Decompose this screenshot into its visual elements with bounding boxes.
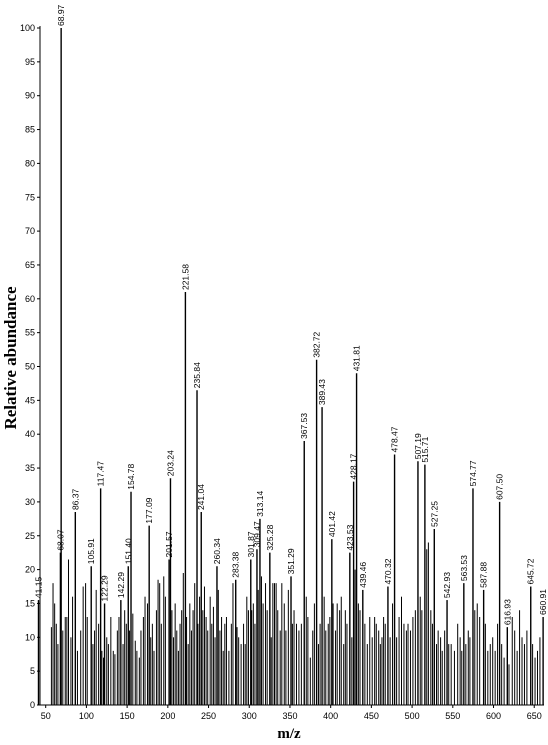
y-tick-label: 90 [25,91,35,101]
y-ticks: 0 5 10 15 20 25 30 35 40 45 50 55 60 65 70 75 80 85 90 95 10… [20,23,40,710]
y-tick-label: 100 [20,23,35,33]
y-tick-label: 20 [25,565,35,575]
peak-label: 301.87 [246,531,256,557]
x-tick-label: 300 [242,711,257,721]
peak-labels: 41.15 68.07 68.97 86.37 105.91 117.47 122.29 14… [33,4,548,625]
x-tick-label: 350 [282,711,297,721]
peak-bars [37,28,544,705]
x-tick-label: 600 [486,711,501,721]
peak-label: 587.88 [479,562,489,588]
y-tick-label: 0 [30,700,35,710]
peak-label: 142.29 [116,572,126,598]
y-tick-label: 35 [25,463,35,473]
x-tick-label: 100 [79,711,94,721]
peak-label: 41.15 [33,577,43,599]
x-tick-label: 650 [527,711,542,721]
x-tick-label: 250 [201,711,216,721]
peak-label: 325.28 [265,524,275,550]
peak-label: 515.71 [420,436,430,462]
peak-label: 616.93 [502,599,512,625]
peak-label: 260.34 [212,538,222,564]
peak-label: 389.43 [317,379,327,405]
peak-label: 201.57 [164,531,174,557]
peak-label: 122.29 [100,575,110,601]
peak-label: 154.78 [126,463,136,489]
x-tick-label: 450 [364,711,379,721]
x-tick-label: 400 [323,711,338,721]
x-tick-label: 550 [445,711,460,721]
peak-label: 203.24 [165,450,175,476]
y-tick-label: 50 [25,362,35,372]
y-tick-label: 45 [25,395,35,405]
x-axis-title: m/z [277,726,301,742]
peak-label: 645.72 [526,558,536,584]
y-tick-label: 40 [25,429,35,439]
peak-label: 542.93 [442,572,452,598]
y-tick-label: 75 [25,192,35,202]
peak-label: 527.25 [429,501,439,527]
y-tick-label: 5 [30,666,35,676]
peak-label: 660.91 [538,589,548,615]
peak-label: 177.09 [144,497,154,523]
peak-label: 382.72 [312,331,322,357]
peak-label: 309.47 [252,521,262,547]
axes [39,26,544,706]
peak-label: 235.84 [192,362,202,388]
x-tick-label: 150 [120,711,135,721]
peak-label: 439.46 [358,562,368,588]
peak-label: 117.47 [96,461,106,487]
peak-label: 428.17 [349,453,359,479]
peak-label: 478.47 [390,426,400,452]
peak-label: 423.53 [345,524,355,550]
peak-label: 313.14 [255,491,265,517]
y-tick-label: 60 [25,294,35,304]
peak-label: 68.97 [56,4,66,26]
peak-label: 241.04 [196,484,206,510]
peak-label: 574.77 [468,460,478,486]
peak-label: 151.40 [123,538,133,564]
y-tick-label: 85 [25,125,35,135]
y-tick-label: 15 [25,598,35,608]
y-tick-label: 10 [25,632,35,642]
y-tick-label: 30 [25,497,35,507]
x-tick-label: 200 [160,711,175,721]
peak-label: 221.58 [180,264,190,290]
peak-label: 507.19 [413,433,423,459]
peak-label: 367.53 [299,413,309,439]
peak-label: 86.37 [70,489,80,511]
y-tick-label: 70 [25,226,35,236]
peak-label: 351.29 [286,548,296,574]
x-tick-label: 50 [41,711,51,721]
x-tick-label: 500 [405,711,420,721]
peak-label: 105.91 [86,538,96,564]
y-tick-label: 95 [25,57,35,67]
y-axis-title: Relative abundance [1,286,20,430]
y-tick-label: 25 [25,531,35,541]
y-tick-label: 65 [25,260,35,270]
x-ticks: 50 100 150 200 250 300 350 400 450 500 550 600 650 [41,705,542,721]
peak-label: 401.42 [327,511,337,537]
peak-label: 563.53 [459,555,469,581]
peak-label: 283.38 [231,551,241,577]
peak-label: 68.07 [55,529,65,551]
y-tick-label: 80 [25,158,35,168]
peak-label: 470.32 [383,558,393,584]
peak-label: 607.50 [495,474,505,500]
peak-label: 431.81 [352,345,362,371]
y-tick-label: 55 [25,328,35,338]
